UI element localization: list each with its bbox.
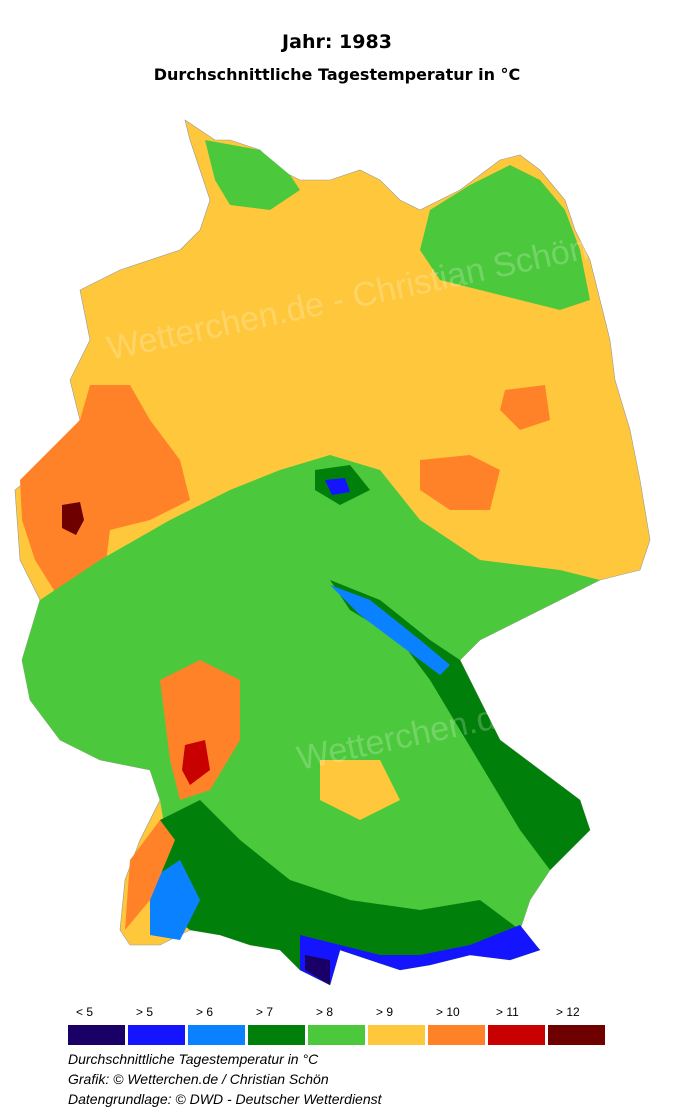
legend-label: > 9 [376, 1005, 393, 1019]
legend-label: > 10 [436, 1005, 460, 1019]
map-region [320, 760, 400, 820]
map-region [420, 455, 500, 510]
title: Jahr: 1983 [280, 31, 392, 53]
map-region [160, 660, 240, 800]
legend-swatch [248, 1025, 305, 1045]
legend-swatch [188, 1025, 245, 1045]
map-region [420, 165, 590, 310]
map-region [150, 800, 540, 985]
legend: < 5 > 5 > 6 > 7 > 8 > 9 > 10 > 11 > 12 [68, 1005, 605, 1045]
map-region [325, 478, 350, 495]
legend-label: > 8 [316, 1005, 333, 1019]
map-region [205, 140, 300, 210]
map-region [330, 580, 590, 870]
legend-swatch [128, 1025, 185, 1045]
map-region [300, 925, 540, 985]
legend-label: > 5 [136, 1005, 153, 1019]
legend-swatch [488, 1025, 545, 1045]
map-region [500, 385, 550, 430]
legend-label: < 5 [76, 1005, 93, 1019]
legend-label: > 6 [196, 1005, 213, 1019]
footer-line: Grafik: © Wetterchen.de / Christian Schö… [68, 1071, 329, 1087]
footer-line: Datengrundlage: © DWD - Deutscher Wetter… [68, 1091, 383, 1107]
legend-swatch [368, 1025, 425, 1045]
map-region [330, 585, 450, 675]
legend-swatch [68, 1025, 125, 1045]
map-region [20, 385, 190, 610]
footer-line: Durchschnittliche Tagestemperatur in °C [68, 1051, 319, 1067]
map-region [22, 455, 600, 985]
legend-swatch [428, 1025, 485, 1045]
legend-label: > 7 [256, 1005, 273, 1019]
map: Wetterchen.de - Christian Schön Wetterch… [14, 119, 674, 986]
map-region [150, 860, 200, 940]
legend-label: > 12 [556, 1005, 580, 1019]
map-region [305, 955, 330, 985]
legend-swatch [548, 1025, 605, 1045]
map-region [62, 502, 84, 535]
legend-label: > 11 [496, 1005, 519, 1019]
legend-swatch [308, 1025, 365, 1045]
subtitle: Durchschnittliche Tagestemperatur in °C [154, 65, 521, 84]
map-region [182, 740, 210, 785]
map-region [125, 820, 175, 930]
